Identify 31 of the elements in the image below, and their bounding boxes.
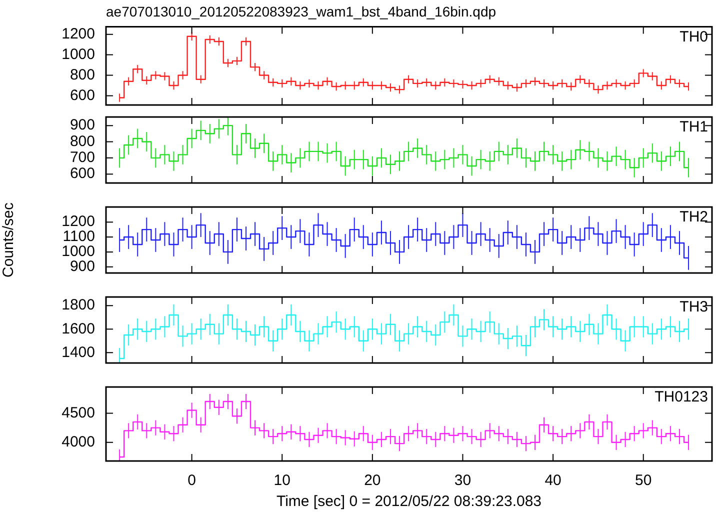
y-tick-label: 1000 (62, 243, 95, 260)
text: TH0 (680, 28, 708, 46)
x-tick-label: 10 (274, 472, 290, 490)
y-tick-label: 4000 (62, 434, 95, 451)
x-tick-label: 30 (454, 472, 472, 490)
series-label: TH0123 (654, 388, 708, 406)
series-label: TH1 (680, 118, 708, 136)
chart-title: ae707013010_20120522083923_wam1_bst_4band_16bin.qdp (106, 3, 496, 20)
y-tick-label: 700 (70, 149, 95, 166)
series-label: TH2 (680, 208, 708, 226)
x-tick-label: 50 (635, 472, 652, 490)
x-tick-label: 0 (188, 472, 196, 490)
y-tick-label: 600 (70, 87, 95, 104)
y-tick-label: 800 (70, 66, 95, 84)
y-tick-label: 1800 (62, 296, 95, 314)
y-tick-label: 1200 (62, 213, 95, 230)
x-tick-label: 20 (364, 472, 381, 490)
series-label: TH3 (680, 298, 708, 316)
y-axis-title: Counts/sec (0, 202, 18, 278)
y-tick-label: 1600 (62, 320, 95, 338)
y-tick-label: 800 (70, 132, 95, 150)
y-tick-label: 1100 (62, 228, 95, 246)
y-tick-label: 900 (70, 116, 95, 134)
x-axis-title: Time [sec] 0 = 2012/05/22 08:39:23.083 (276, 493, 542, 510)
y-tick-label: 600 (70, 165, 95, 182)
y-tick-label: 4500 (62, 404, 95, 422)
x-tick-label: 40 (544, 472, 562, 490)
y-tick-label: 1000 (62, 46, 95, 64)
y-tick-label: 1400 (62, 344, 95, 361)
y-tick-label: 1200 (62, 26, 95, 43)
y-tick-label: 900 (70, 258, 95, 276)
